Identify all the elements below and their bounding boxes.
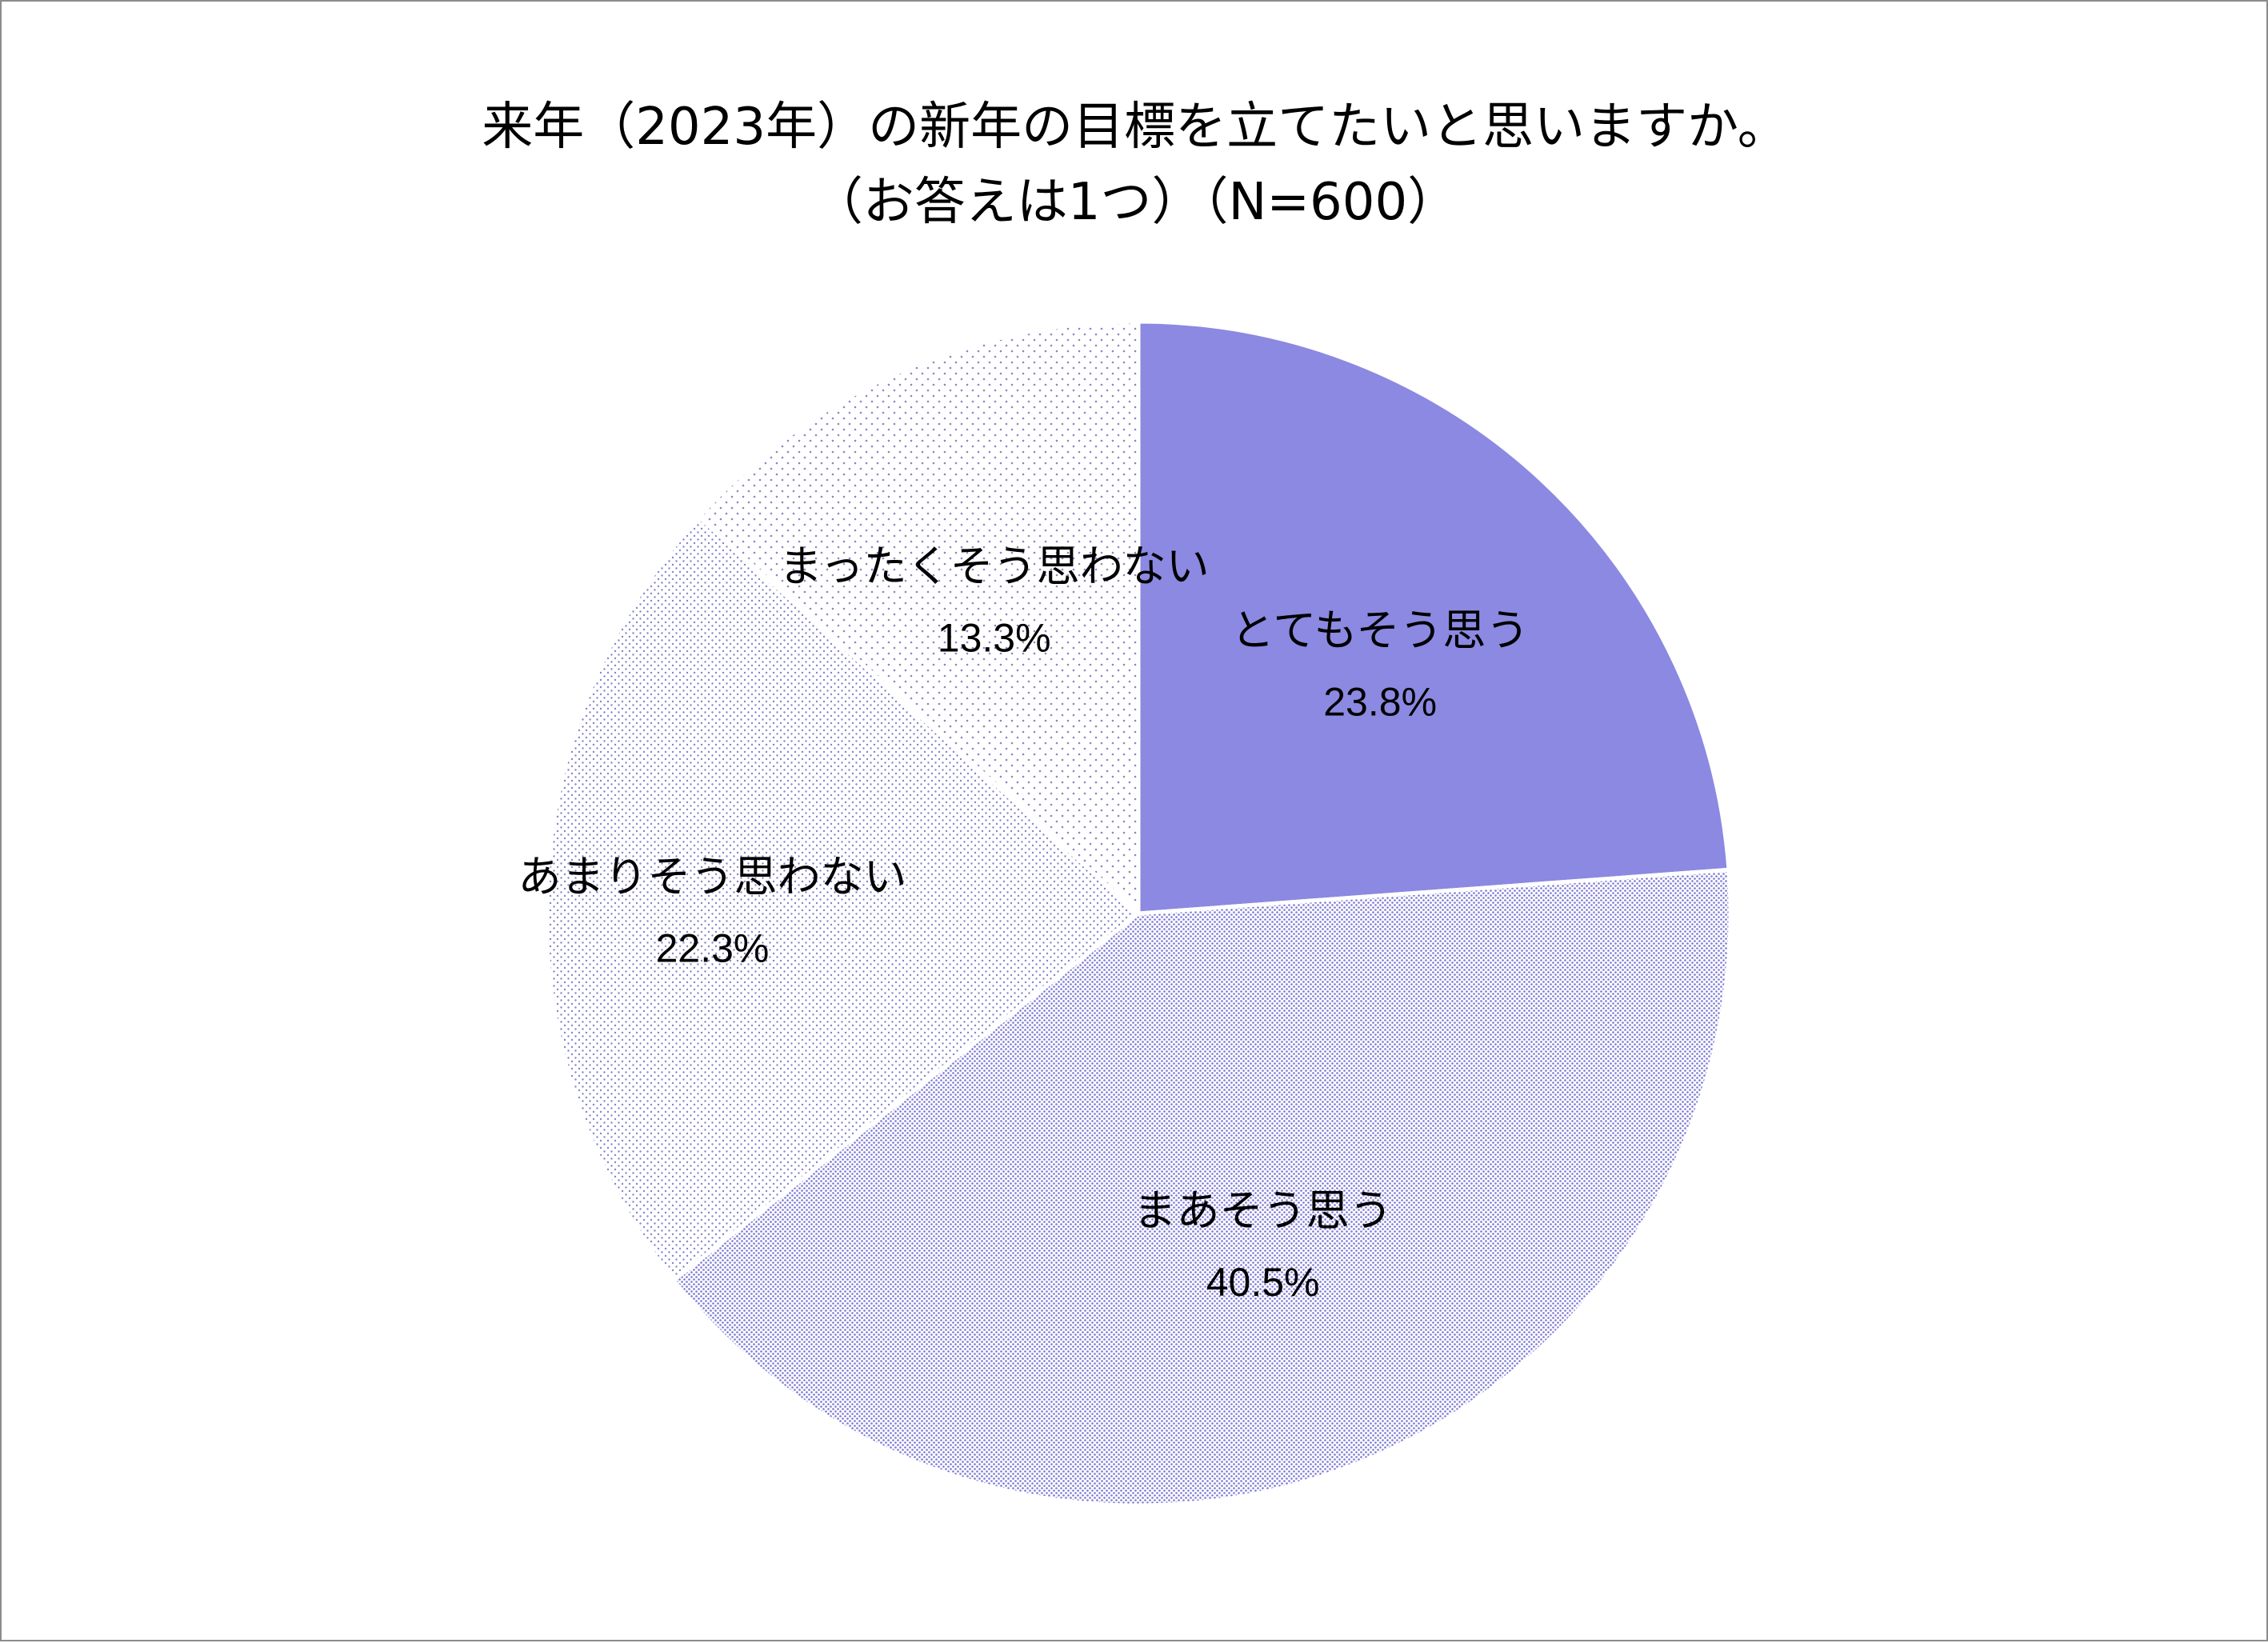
chart-title-line1: 来年（2023年）の新年の目標を立てたいと思いますか。 [482,98,1789,157]
pie-slice-amari [544,514,1142,1284]
slice-label-totemo: とてもそう思う [1231,606,1530,656]
slice-label-maa: まあそう思う [1134,1185,1393,1236]
pie-slice-mattaku [696,319,1141,918]
slice-label-mattaku: まったくそう思わない [779,541,1210,591]
pie-slices [544,319,1733,1508]
pie-slice-totemo [1136,319,1731,916]
pie-labels: とてもそう思う 23.8% まあそう思う 40.5% あまりそう思わない 22.3% まった… [518,541,1529,1305]
slice-value-maa: 40.5% [1206,1260,1320,1305]
slice-value-totemo: 23.8% [1323,680,1437,725]
slice-label-amari: あまりそう思わない [518,851,906,901]
slice-value-amari: 22.3% [656,925,770,970]
chart-title-line2: （お答えは1つ）（N=600） [812,173,1458,232]
slice-value-mattaku: 13.3% [938,615,1051,660]
pie-slice-maa [670,867,1733,1508]
